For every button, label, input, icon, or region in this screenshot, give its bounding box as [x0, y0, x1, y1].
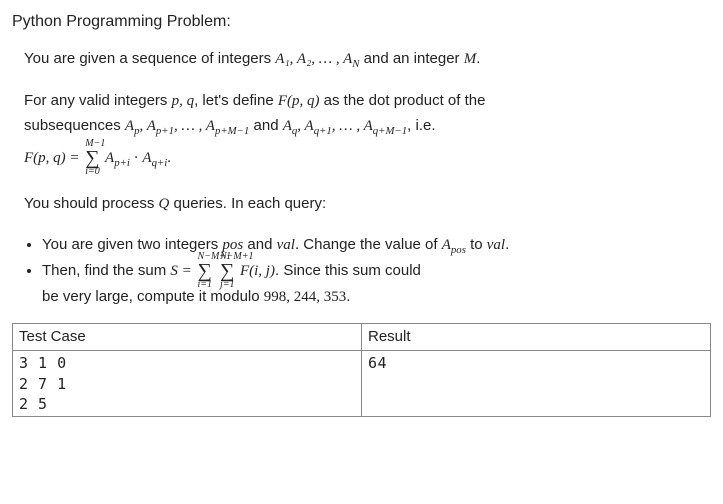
lower: i=0: [85, 167, 99, 177]
t: A: [125, 118, 134, 134]
text: Then, find the sum: [42, 262, 170, 279]
Fij: F(i, j): [236, 263, 275, 279]
sub: q+M−1: [373, 125, 407, 137]
t: A: [142, 150, 151, 166]
testcase-output: 64: [362, 351, 711, 417]
t: A₁, A₂, … , A: [275, 51, 352, 67]
test-case-table: Test Case Result 3 1 0 2 7 1 2 5 64: [12, 323, 711, 417]
subseq-line: subsequences Ap, Ap+1, … , Ap+M−1 and Aq…: [12, 115, 711, 139]
t: A: [442, 237, 451, 253]
sum-i: N−M+1∑i=1: [198, 261, 212, 281]
sum-j: N−M+1∑j=1: [220, 261, 234, 281]
seq1: Ap, Ap+1, … , Ap+M−1: [125, 118, 249, 134]
header-testcase: Test Case: [13, 323, 362, 351]
text: You are given a sequence of integers: [24, 50, 275, 67]
sub: q+i: [152, 157, 168, 169]
term2: Aq+i: [142, 150, 167, 166]
text: . Change the value of: [295, 236, 442, 253]
t: A: [102, 150, 115, 166]
problem-title: Python Programming Problem:: [12, 10, 711, 34]
text: .: [346, 288, 350, 305]
text: and an integer: [359, 50, 463, 67]
Apos: Apos: [442, 237, 466, 253]
upper: N−M+1: [220, 252, 234, 262]
t: A: [283, 118, 292, 134]
sub: p+i: [114, 157, 130, 169]
text: . Since this sum could: [275, 262, 421, 279]
dot: ·: [130, 150, 143, 166]
text: , let's define: [194, 92, 278, 109]
text: .: [505, 236, 509, 253]
dot-end: .: [167, 150, 171, 166]
text: For any valid integers: [24, 92, 172, 109]
upper: M−1: [85, 139, 99, 149]
sub: q+1: [314, 125, 332, 137]
seq2: Aq, Aq+1, … , Aq+M−1: [283, 118, 407, 134]
text: You should process: [24, 195, 159, 212]
text: and: [249, 117, 282, 134]
list-item: Then, find the sum S = N−M+1∑i=1 N−M+1∑j…: [42, 260, 711, 309]
equation-F: F(p, q) = M−1∑i=0 Ap+i · Aq+i.: [12, 141, 711, 177]
lower: i=1: [198, 280, 212, 290]
t: , … , A: [174, 118, 215, 134]
text: subsequences: [24, 117, 125, 134]
query-steps-list: You are given two integers pos and val. …: [12, 234, 711, 309]
queries-paragraph: You should process Q queries. In each qu…: [12, 193, 711, 216]
intro-paragraph: You are given a sequence of integers A₁,…: [12, 48, 711, 72]
sub: p+1: [156, 125, 174, 137]
definition-paragraph: For any valid integers p, q, let's defin…: [12, 90, 711, 113]
text: , i.e.: [407, 117, 435, 134]
term1: Ap+i: [102, 150, 130, 166]
t: , … , A: [332, 118, 373, 134]
S-eq: S =: [170, 263, 195, 279]
lower: j=1: [220, 280, 234, 290]
lhs: F(p, q) =: [24, 150, 83, 166]
header-result: Result: [362, 323, 711, 351]
math-seq: A₁, A₂, … , AN: [275, 51, 359, 67]
text: and: [243, 236, 276, 253]
modulus: 998, 244, 353: [264, 289, 347, 305]
table-row: 3 1 0 2 7 1 2 5 64: [13, 351, 711, 417]
sub: p+M−1: [215, 125, 249, 137]
sub: pos: [451, 244, 466, 256]
text: as the dot product of the: [319, 92, 485, 109]
list-item: You are given two integers pos and val. …: [42, 234, 711, 258]
t: , A: [139, 118, 155, 134]
sum-symbol: M−1∑i=0: [85, 148, 99, 168]
math-Q: Q: [159, 196, 170, 212]
val2: val: [487, 237, 505, 253]
val: val: [277, 237, 295, 253]
text: You are given two integers: [42, 236, 222, 253]
math-F: F(p, q): [278, 93, 320, 109]
text: .: [476, 50, 480, 67]
text: to: [466, 236, 487, 253]
testcase-input: 3 1 0 2 7 1 2 5: [13, 351, 362, 417]
text: be very large, compute it modulo: [42, 288, 264, 305]
upper: N−M+1: [198, 252, 212, 262]
math-M: M: [464, 51, 477, 67]
text: queries. In each query:: [169, 195, 326, 212]
math-pq: p, q: [172, 93, 195, 109]
table-row: Test Case Result: [13, 323, 711, 351]
t: , A: [297, 118, 313, 134]
